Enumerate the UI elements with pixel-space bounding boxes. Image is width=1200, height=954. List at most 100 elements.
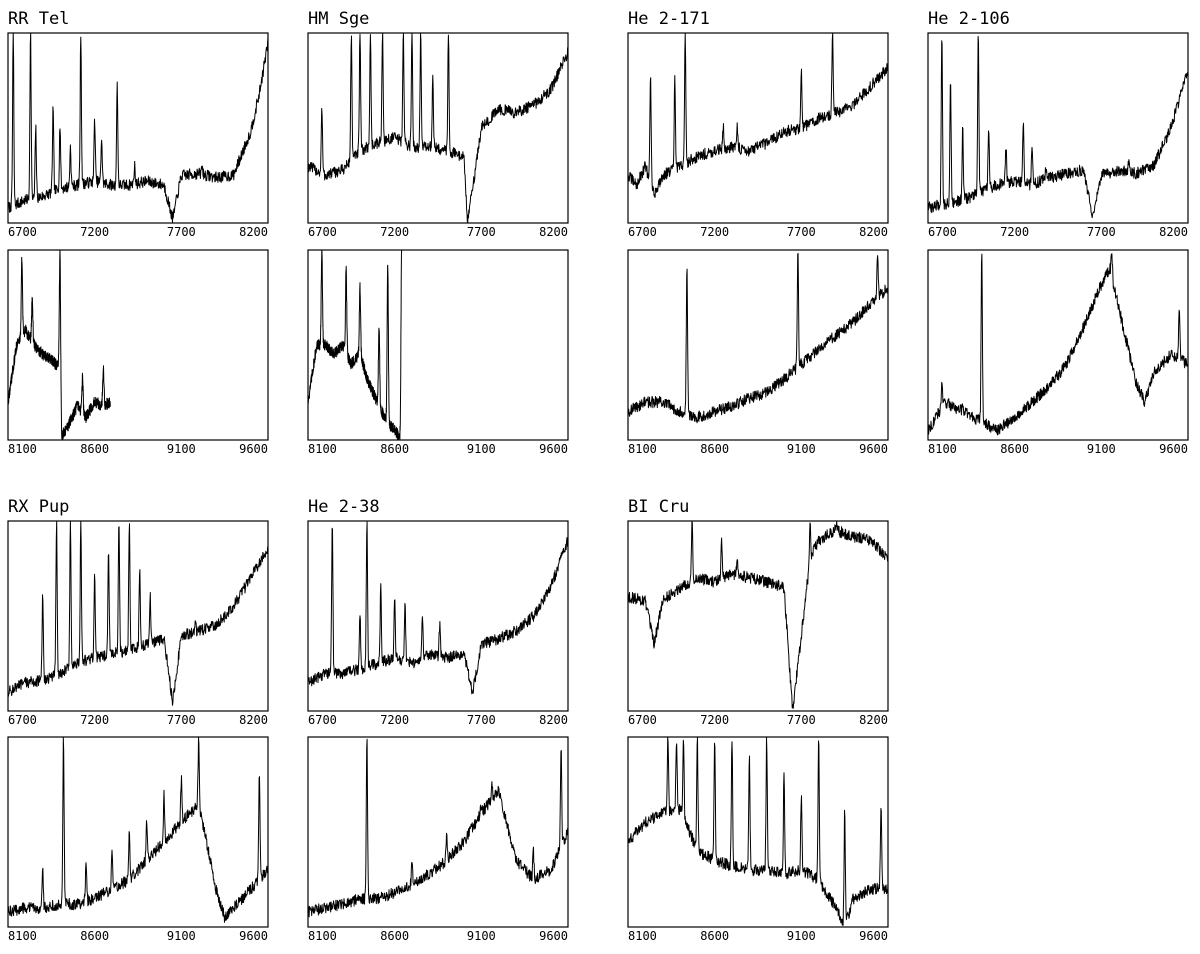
tick-label: 8600 bbox=[1000, 442, 1029, 456]
panel-rr-tel-red: 6700 7200 7700 8200 bbox=[7, 32, 269, 239]
spectrum-trace bbox=[7, 736, 269, 923]
panel-he-2-106-red: 6700 7200 7700 8200 bbox=[927, 32, 1189, 239]
panel-frame bbox=[7, 736, 269, 928]
tick-label: 7200 bbox=[700, 225, 729, 239]
tick-label: 7200 bbox=[80, 225, 109, 239]
tick-label: 8200 bbox=[239, 225, 268, 239]
spectrum-trace bbox=[627, 736, 889, 926]
spectrum-panels: 6700 7200 7700 8200 8100 8600 9100 9600 6700 7200… bbox=[7, 32, 1189, 943]
tick-label: 6700 bbox=[8, 225, 37, 239]
tick-label: 8600 bbox=[80, 929, 109, 943]
tick-label: 8100 bbox=[628, 929, 657, 943]
spectrum-trace bbox=[307, 738, 569, 918]
tick-label: 8100 bbox=[928, 442, 957, 456]
spectrum-trace bbox=[927, 253, 1189, 436]
panel-bi-cru-near-ir: 8100 8600 9100 9600 bbox=[627, 736, 889, 943]
tick-label: 6700 bbox=[628, 713, 657, 727]
tick-label: 9100 bbox=[787, 929, 816, 943]
panel-frame bbox=[7, 249, 269, 441]
tick-label: 8200 bbox=[539, 713, 568, 727]
panel-he-2-171-near-ir: 8100 8600 9100 9600 bbox=[627, 249, 889, 456]
tick-label: 9600 bbox=[239, 929, 268, 943]
tick-label: 9100 bbox=[167, 442, 196, 456]
spectrum-trace bbox=[627, 520, 889, 709]
spectrum-trace bbox=[7, 32, 269, 224]
tick-label: 7700 bbox=[467, 225, 496, 239]
panel-frame bbox=[7, 32, 269, 224]
panel-he-2-106-near-ir: 8100 8600 9100 9600 bbox=[927, 249, 1189, 456]
star-title-he-2-106: He 2-106 bbox=[928, 9, 1010, 29]
panel-he-2-38-red: 6700 7200 7700 8200 bbox=[307, 520, 569, 727]
tick-label: 6700 bbox=[308, 713, 337, 727]
panel-frame bbox=[627, 249, 889, 441]
tick-label: 7200 bbox=[1000, 225, 1029, 239]
tick-label: 7700 bbox=[467, 713, 496, 727]
tick-label: 8200 bbox=[1159, 225, 1188, 239]
tick-label: 6700 bbox=[308, 225, 337, 239]
star-title-hm-sge: HM Sge bbox=[308, 9, 369, 29]
tick-label: 8200 bbox=[859, 713, 888, 727]
panel-frame bbox=[307, 249, 569, 441]
tick-label: 7200 bbox=[380, 713, 409, 727]
tick-label: 7700 bbox=[787, 713, 816, 727]
star-title-bi-cru: BI Cru bbox=[628, 497, 689, 517]
tick-label: 7700 bbox=[167, 225, 196, 239]
panel-hm-sge-near-ir: 8100 8600 9100 9600 bbox=[307, 249, 569, 456]
tick-label: 9100 bbox=[467, 442, 496, 456]
tick-label: 8600 bbox=[700, 929, 729, 943]
panel-rr-tel-near-ir: 8100 8600 9100 9600 bbox=[7, 249, 269, 456]
panel-frame bbox=[307, 736, 569, 928]
tick-label: 8100 bbox=[8, 442, 37, 456]
tick-label: 9600 bbox=[539, 929, 568, 943]
spectrum-trace bbox=[307, 521, 569, 695]
tick-label: 8600 bbox=[380, 929, 409, 943]
tick-label: 7200 bbox=[700, 713, 729, 727]
spectrum-trace bbox=[627, 252, 889, 424]
panel-rx-pup-red: 6700 7200 7700 8200 bbox=[7, 520, 269, 727]
tick-label: 8100 bbox=[308, 442, 337, 456]
spectrum-trace bbox=[307, 249, 403, 441]
tick-label: 9600 bbox=[859, 442, 888, 456]
tick-label: 8600 bbox=[380, 442, 409, 456]
star-title-rr-tel: RR Tel bbox=[8, 9, 69, 29]
tick-label: 9600 bbox=[1159, 442, 1188, 456]
tick-label: 9600 bbox=[539, 442, 568, 456]
panel-he-2-171-red: 6700 7200 7700 8200 bbox=[627, 32, 889, 239]
panel-bi-cru-red: 6700 7200 7700 8200 bbox=[627, 520, 889, 727]
tick-label: 9100 bbox=[787, 442, 816, 456]
panel-frame bbox=[927, 249, 1189, 441]
panel-rx-pup-near-ir: 8100 8600 9100 9600 bbox=[7, 736, 269, 943]
spectrum-trace bbox=[927, 35, 1189, 219]
panel-frame bbox=[307, 520, 569, 712]
star-title-he-2-171: He 2-171 bbox=[628, 9, 710, 29]
star-title-rx-pup: RX Pup bbox=[8, 497, 69, 517]
panel-frame bbox=[927, 32, 1189, 224]
tick-label: 8100 bbox=[628, 442, 657, 456]
tick-label: 9600 bbox=[239, 442, 268, 456]
panel-frame bbox=[627, 32, 889, 224]
panel-frame bbox=[627, 520, 889, 712]
panel-frame bbox=[7, 520, 269, 712]
tick-label: 8200 bbox=[859, 225, 888, 239]
tick-label: 7700 bbox=[787, 225, 816, 239]
tick-label: 6700 bbox=[928, 225, 957, 239]
tick-label: 7700 bbox=[167, 713, 196, 727]
panel-frame bbox=[307, 32, 569, 224]
tick-label: 8100 bbox=[8, 929, 37, 943]
spectrum-trace bbox=[627, 32, 889, 198]
tick-label: 9100 bbox=[467, 929, 496, 943]
tick-label: 8600 bbox=[80, 442, 109, 456]
panel-hm-sge-red: 6700 7200 7700 8200 bbox=[307, 32, 569, 239]
panel-he-2-38-near-ir: 8100 8600 9100 9600 bbox=[307, 736, 569, 943]
tick-label: 6700 bbox=[8, 713, 37, 727]
spectrum-trace bbox=[307, 32, 569, 224]
tick-label: 8100 bbox=[308, 929, 337, 943]
star-title-he-2-38: He 2-38 bbox=[308, 497, 380, 517]
tick-label: 9600 bbox=[859, 929, 888, 943]
tick-label: 7200 bbox=[80, 713, 109, 727]
tick-label: 7700 bbox=[1087, 225, 1116, 239]
star-titles: RR Tel HM Sge He 2-171 He 2-106 RX Pup H… bbox=[8, 9, 1010, 517]
tick-label: 7200 bbox=[380, 225, 409, 239]
tick-label: 8200 bbox=[239, 713, 268, 727]
